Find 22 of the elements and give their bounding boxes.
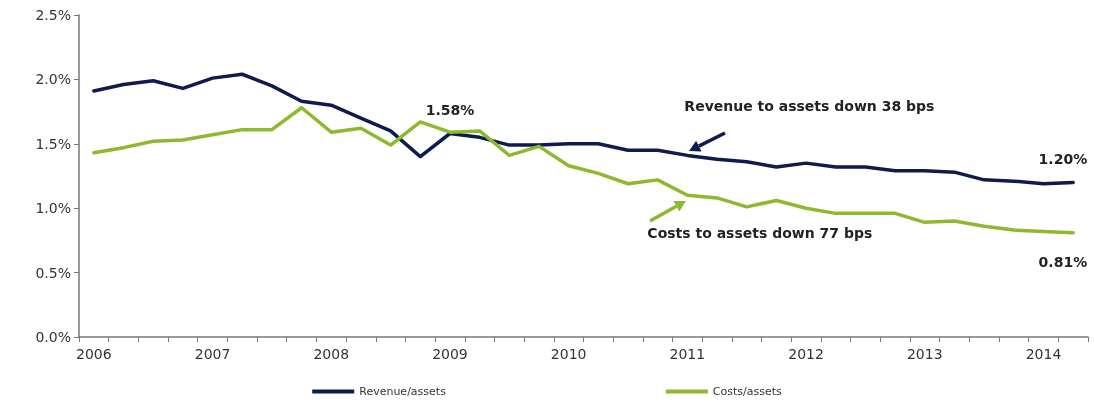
y-tick-label: 1.5% [35,135,71,152]
x-tick-label: 2007 [194,346,231,362]
y-tick-label: 0.5% [35,264,71,281]
annotation: Costs to assets down 77 bps [647,225,873,242]
x-tick-label: 2009 [432,346,468,362]
x-tick-label: 2010 [550,346,587,362]
x-tick-label: 2011 [669,346,706,362]
data-label: 1.20% [1038,151,1088,168]
x-tick-label: 2008 [313,346,350,362]
data-label: 0.81% [1038,253,1088,270]
data-label: 1.58% [425,102,475,119]
x-tick-label: 2012 [788,346,824,362]
y-tick-label: 2.5% [35,7,71,23]
annotation: Revenue to assets down 38 bps [684,98,935,115]
y-tick-label: 1.0% [35,200,71,217]
legend-label: Costs/assets [712,385,783,398]
x-tick-label: 2013 [906,346,943,362]
y-tick-label: 0.0% [35,329,71,345]
y-tick-label: 2.0% [35,71,71,88]
x-tick-label: 2014 [1025,346,1062,362]
legend-label: Revenue/assets [359,385,447,398]
x-tick-label: 2006 [76,346,112,362]
